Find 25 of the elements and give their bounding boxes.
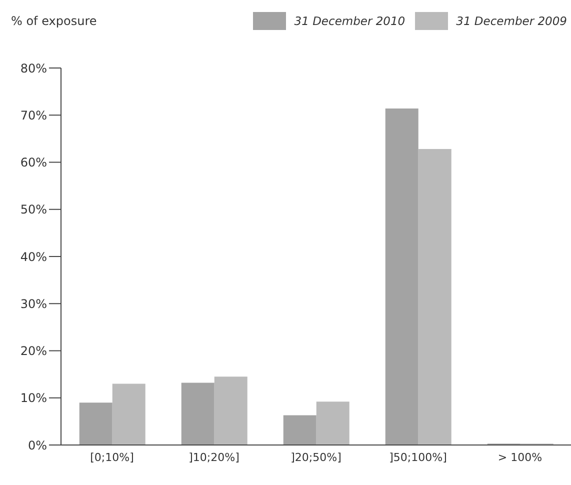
x-tick-label: ]10;20%] <box>188 450 240 464</box>
x-tick-label: ]20;50%] <box>290 450 342 464</box>
y-tick-label: 80% <box>20 61 47 76</box>
y-tick-label: 20% <box>20 344 47 358</box>
bar <box>283 415 316 445</box>
y-axis-title: % of exposure <box>11 14 97 28</box>
y-tick-label: 70% <box>20 108 47 122</box>
bar <box>181 382 214 445</box>
y-tick-label: 40% <box>20 250 47 264</box>
bar <box>214 376 248 445</box>
y-tick-label: 0% <box>28 438 47 452</box>
bar <box>79 402 112 445</box>
y-tick-label: 10% <box>20 391 47 406</box>
x-tick-label: [0;10%] <box>90 450 134 464</box>
bar <box>385 108 418 445</box>
y-tick-label: 50% <box>20 202 47 217</box>
y-tick-label: 30% <box>20 296 47 311</box>
bar <box>112 384 146 445</box>
legend-label: 31 December 2009 <box>456 14 567 28</box>
x-tick-label: > 100% <box>498 450 542 464</box>
bar <box>418 149 452 445</box>
legend-label: 31 December 2010 <box>294 14 406 28</box>
x-tick-label: ]50;100%] <box>389 450 447 464</box>
y-tick-label: 60% <box>20 156 47 170</box>
bar <box>316 402 350 445</box>
